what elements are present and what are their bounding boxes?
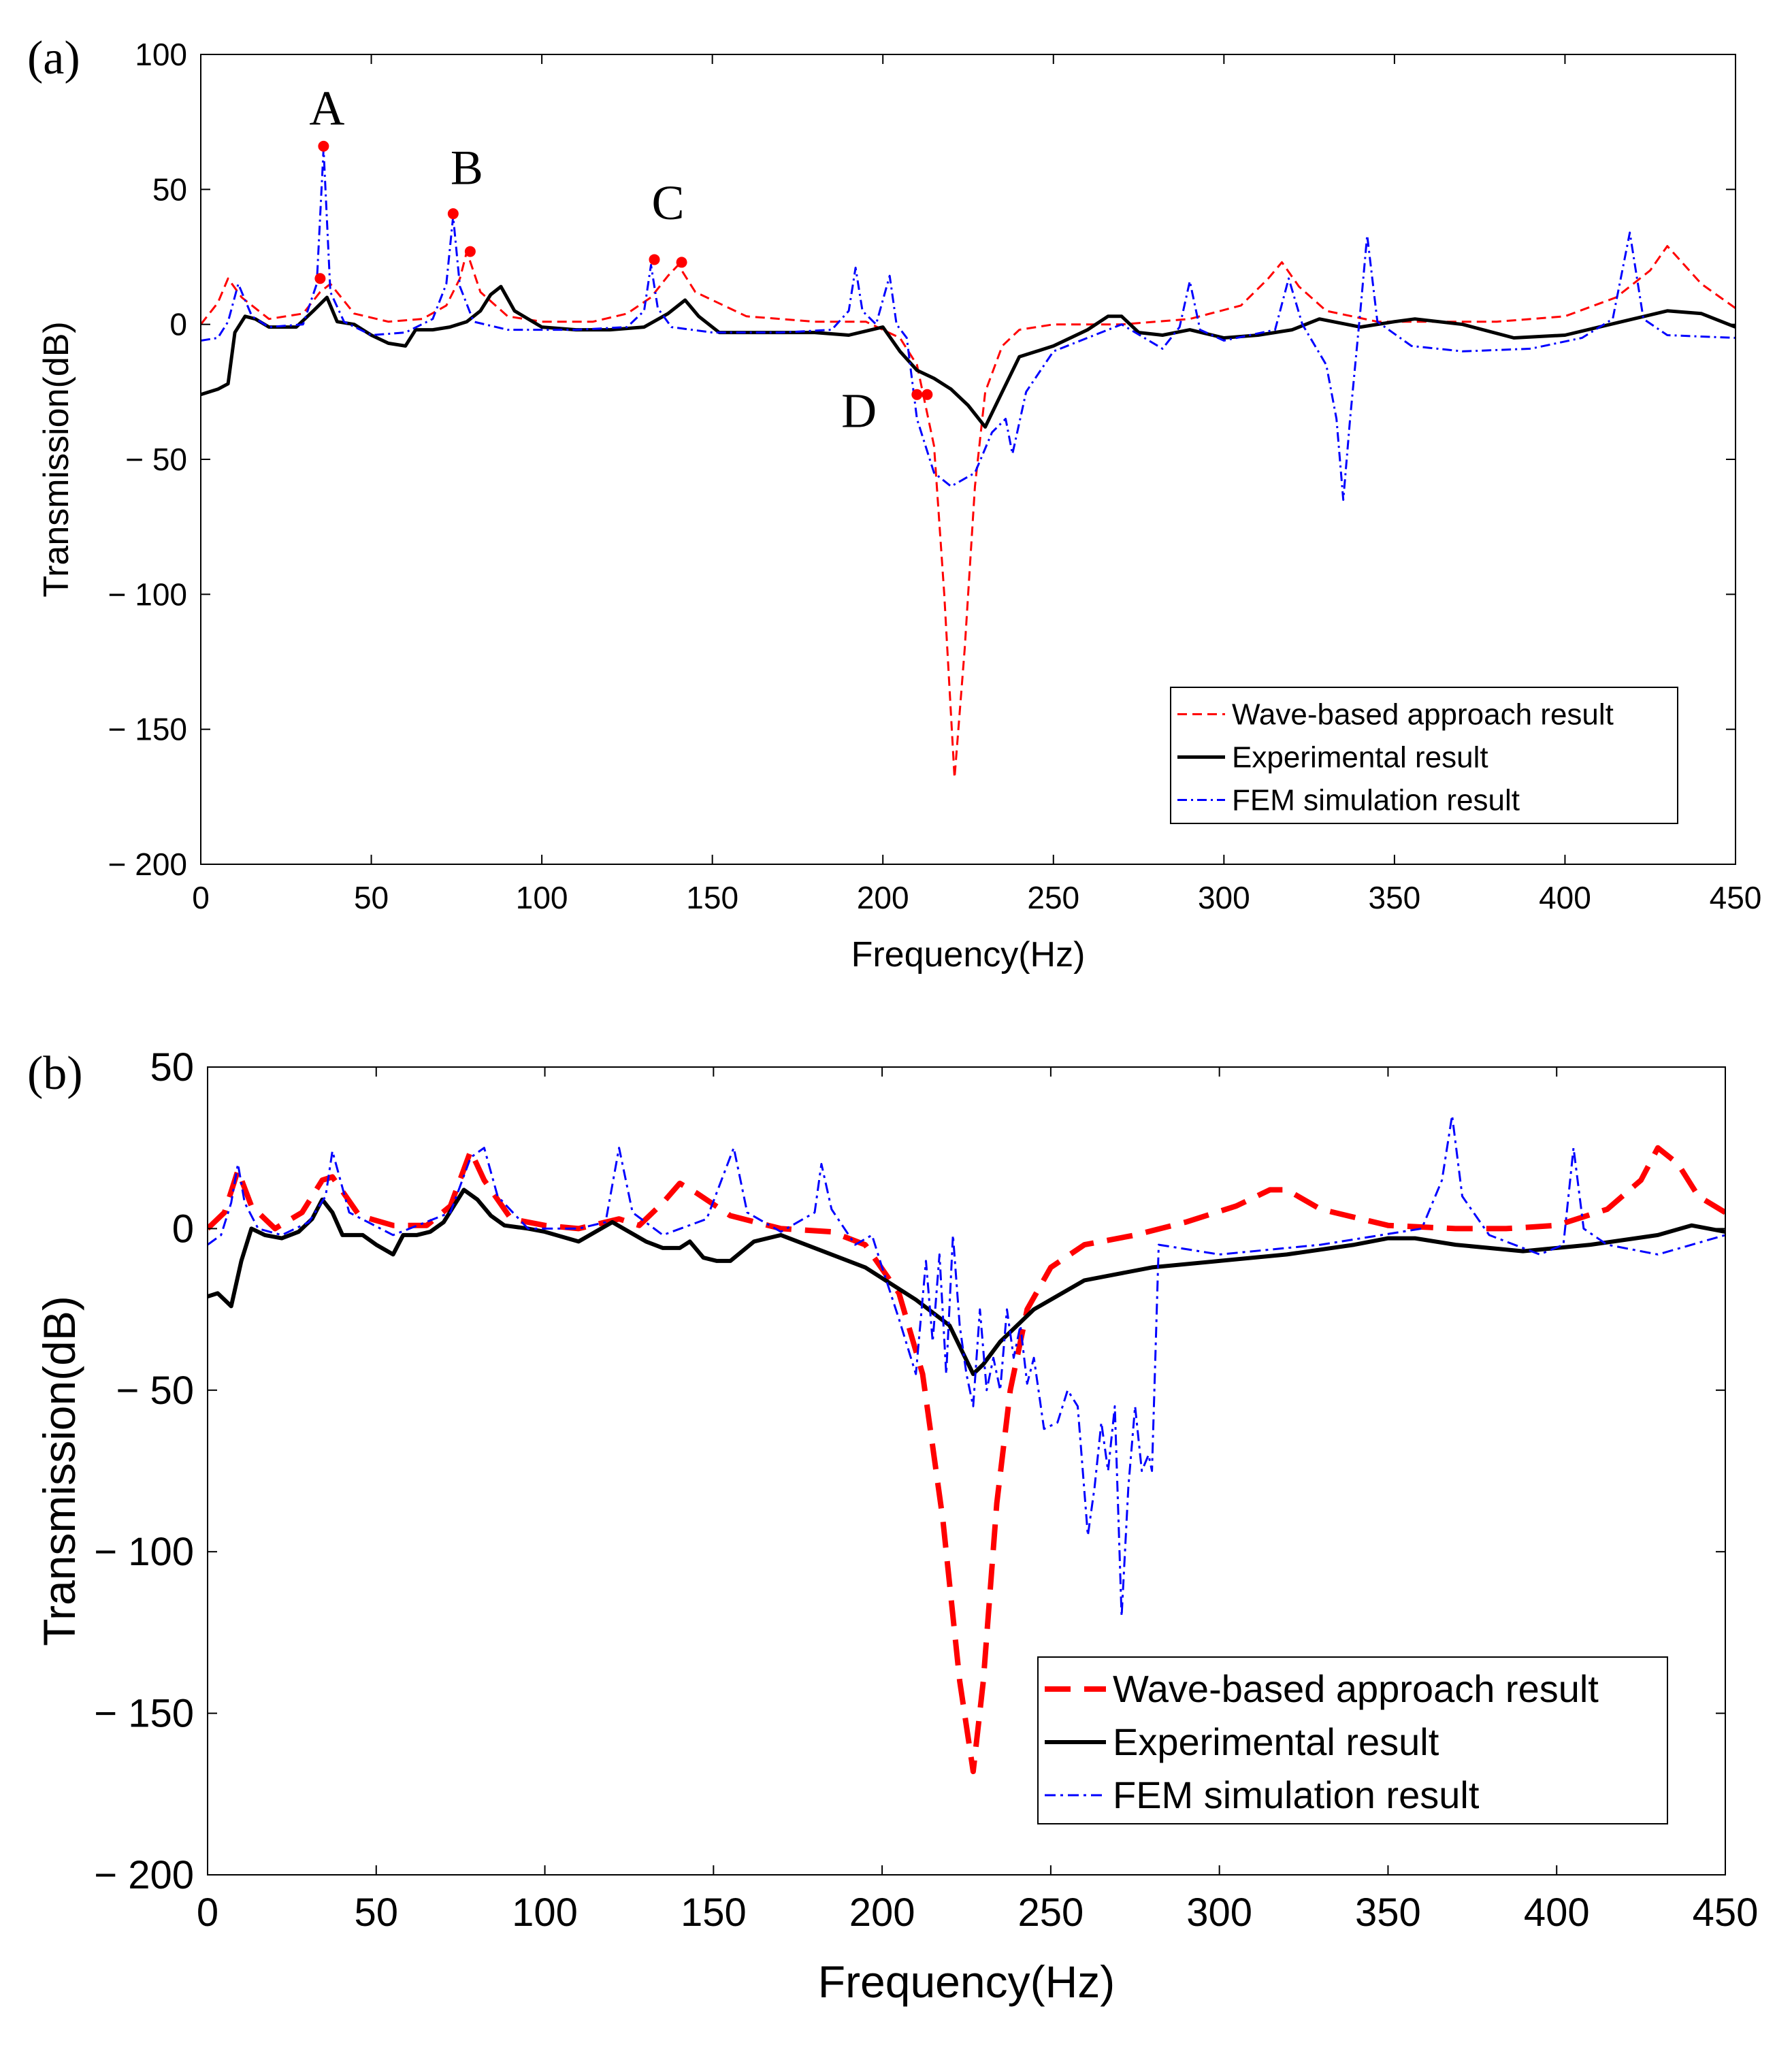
legend-b: Wave-based approach result Experimental r… [1037,1656,1668,1824]
x-tick-label: 200 [849,1890,915,1935]
y-axis-title-b: Transmission(dB) [34,1296,84,1646]
y-tick-label: − 150 [108,712,187,747]
y-tick-label: − 200 [108,847,187,882]
x-tick-label: 350 [1369,880,1421,915]
x-tick-label: 450 [1693,1890,1759,1935]
series-group-a [201,148,1736,779]
legend-entry: Experimental result [1232,741,1488,774]
resonance-marker [447,208,459,220]
legend-box [1037,1656,1668,1824]
y-axis-title-a: Transmission(dB) [37,321,76,597]
annotation-group-a: A B C D [309,81,877,438]
x-tick-label: 100 [516,880,568,915]
x-tick-label: 50 [355,1890,399,1935]
panel-label-a: (a) [27,32,80,84]
resonance-marker [314,273,326,284]
x-tick-label: 300 [1198,880,1250,915]
x-tick-label: 250 [1017,1890,1084,1935]
annotation-label: C [652,176,685,230]
resonance-marker [318,140,329,152]
y-tick-label: − 200 [94,1853,194,1897]
legend-box [1170,687,1678,824]
resonance-marker [649,254,660,265]
annotation-label: A [309,81,344,135]
x-tick-label: 0 [192,880,210,915]
legend-entry: Wave-based approach result [1232,698,1614,732]
x-axis-title-a: Frequency(Hz) [851,935,1086,975]
legend-a: Wave-based approach result Experimental r… [1170,687,1678,824]
x-tick-label: 150 [681,1890,747,1935]
y-tick-label: − 150 [94,1692,194,1736]
x-tick-label: 400 [1524,1890,1590,1935]
resonance-marker [676,257,687,268]
legend-entry: Wave-based approach result [1113,1667,1599,1710]
x-tick-label: 50 [354,880,389,915]
x-tick-label: 350 [1355,1890,1421,1935]
series-line-a-1 [201,245,1736,779]
x-tick-label: 400 [1539,880,1591,915]
x-tick-label: 250 [1027,880,1079,915]
legend-entry: Experimental result [1113,1720,1439,1763]
x-tick-label: 450 [1710,880,1762,915]
marker-group-a [314,140,933,400]
x-tick-label: 0 [197,1890,218,1935]
panel-label-b: (b) [27,1047,83,1100]
y-tick-label: − 100 [94,1530,194,1574]
y-tick-label: 50 [150,1045,194,1090]
y-tick-label: − 50 [125,442,187,477]
y-tick-label: − 100 [108,576,187,612]
series-line-b-3 [208,1114,1725,1618]
chart-panel-a: (a) 0 50 100 150 200 250 300 350 400 450 100 50 0 − 5… [27,32,1761,975]
y-tick-label: 100 [135,37,187,72]
x-tick-label: 300 [1186,1890,1252,1935]
x-tick-label: 150 [686,880,738,915]
resonance-marker [911,389,923,400]
y-tick-label: − 50 [116,1369,195,1413]
legend-entry: FEM simulation result [1113,1773,1480,1816]
y-tick-label: 50 [152,171,187,207]
series-line-a-3 [201,148,1736,501]
y-tick-label: 0 [172,1207,194,1251]
x-axis-title-b: Frequency(Hz) [818,1956,1115,2007]
x-tick-label: 200 [857,880,909,915]
series-group-b [208,1114,1725,1775]
tick-group-a: 0 50 100 150 200 250 300 350 400 450 100 50 0 − 50 − 1… [108,37,1762,915]
x-tick-label: 100 [512,1890,578,1935]
annotation-label: B [451,140,483,195]
y-tick-label: 0 [169,307,187,342]
legend-entry: FEM simulation result [1232,784,1520,817]
resonance-marker [464,246,476,257]
annotation-label: D [841,383,877,438]
resonance-marker [922,389,933,400]
series-line-b-2 [208,1188,1725,1377]
plot-frame-b [207,1066,1726,1876]
